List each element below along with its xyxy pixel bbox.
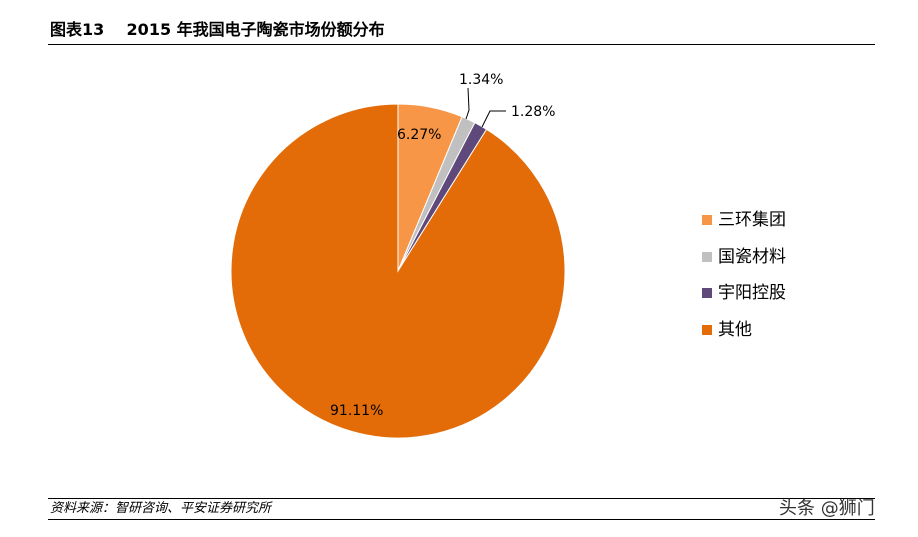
source-rule-top — [48, 498, 875, 499]
legend-label: 三环集团 — [718, 210, 786, 231]
title-rule — [48, 44, 875, 45]
legend-swatch — [702, 215, 712, 226]
data-label: 91.11% — [330, 403, 383, 419]
data-label: 1.28% — [511, 104, 555, 120]
chart-legend: 三环集团 国瓷材料 宇阳控股 其他 — [702, 202, 786, 348]
legend-label: 其他 — [718, 319, 752, 340]
legend-label: 国瓷材料 — [718, 246, 786, 267]
pie-slice — [230, 103, 566, 439]
leader-line — [465, 87, 470, 120]
legend-label: 宇阳控股 — [718, 283, 786, 304]
legend-item-sanhuan: 三环集团 — [702, 202, 786, 239]
legend-item-guoci: 国瓷材料 — [702, 239, 786, 276]
watermark: 头条 @狮门 — [779, 498, 875, 519]
data-label: 1.34% — [459, 72, 503, 88]
source-note: 资料来源：智研咨询、平安证券研究所 — [50, 501, 272, 516]
legend-swatch — [702, 251, 712, 262]
legend-item-other: 其他 — [702, 312, 786, 349]
legend-swatch — [702, 288, 712, 299]
data-label: 6.27% — [397, 127, 441, 143]
chart-title: 图表13 2015 年我国电子陶瓷市场份额分布 — [50, 20, 385, 39]
legend-swatch — [702, 324, 712, 335]
leader-line — [481, 110, 506, 128]
source-rule-bottom — [48, 519, 875, 520]
legend-item-yuyang: 宇阳控股 — [702, 275, 786, 312]
